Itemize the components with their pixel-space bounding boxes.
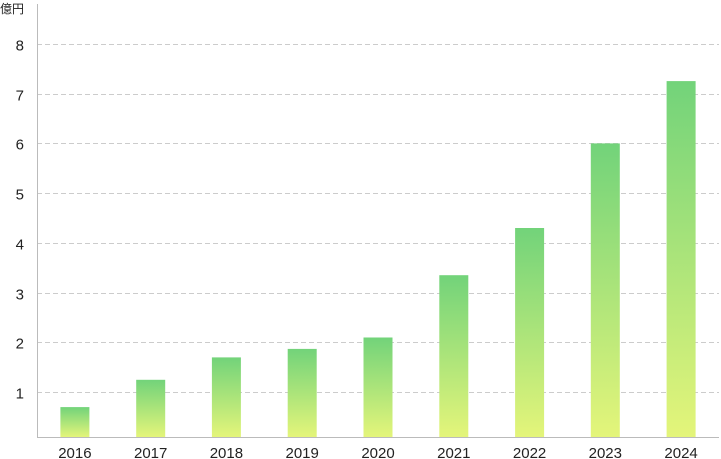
bars xyxy=(60,81,696,437)
y-tick-label: 7 xyxy=(16,88,24,105)
y-tick-label: 1 xyxy=(16,386,24,403)
bar-2024 xyxy=(666,81,696,437)
x-tick-label: 2021 xyxy=(437,445,470,459)
bar-2021 xyxy=(439,275,469,437)
bar-2023 xyxy=(590,143,620,437)
y-tick-label: 2 xyxy=(16,336,24,353)
y-tick-label: 3 xyxy=(16,287,24,304)
bar-2020 xyxy=(363,337,393,437)
grid-lines xyxy=(37,44,719,393)
bar-2016 xyxy=(60,407,90,437)
x-tick-label: 2024 xyxy=(664,445,697,459)
x-tick-label: 2017 xyxy=(134,445,167,459)
x-tick-label: 2019 xyxy=(286,445,319,459)
x-tick-label: 2023 xyxy=(589,445,622,459)
y-tick-labels: 1 2 3 4 5 6 7 8 xyxy=(16,38,24,403)
x-tick-label: 2022 xyxy=(513,445,546,459)
x-tick-label: 2016 xyxy=(58,445,91,459)
x-tick-labels: 2016 2017 2018 2019 2020 2021 2022 2023 2024 xyxy=(58,445,698,459)
y-tick-label: 4 xyxy=(16,237,24,254)
bar-2018 xyxy=(211,357,241,437)
bar-2022 xyxy=(515,228,545,437)
y-tick-label: 5 xyxy=(16,187,24,204)
y-tick-label: 6 xyxy=(16,137,24,154)
y-axis-unit-label: 億円 xyxy=(0,2,24,16)
bar-2019 xyxy=(287,348,317,437)
axes xyxy=(37,4,719,438)
x-tick-label: 2018 xyxy=(210,445,243,459)
x-tick-label: 2020 xyxy=(361,445,394,459)
y-tick-label: 8 xyxy=(16,38,24,55)
bar-2017 xyxy=(136,379,166,437)
